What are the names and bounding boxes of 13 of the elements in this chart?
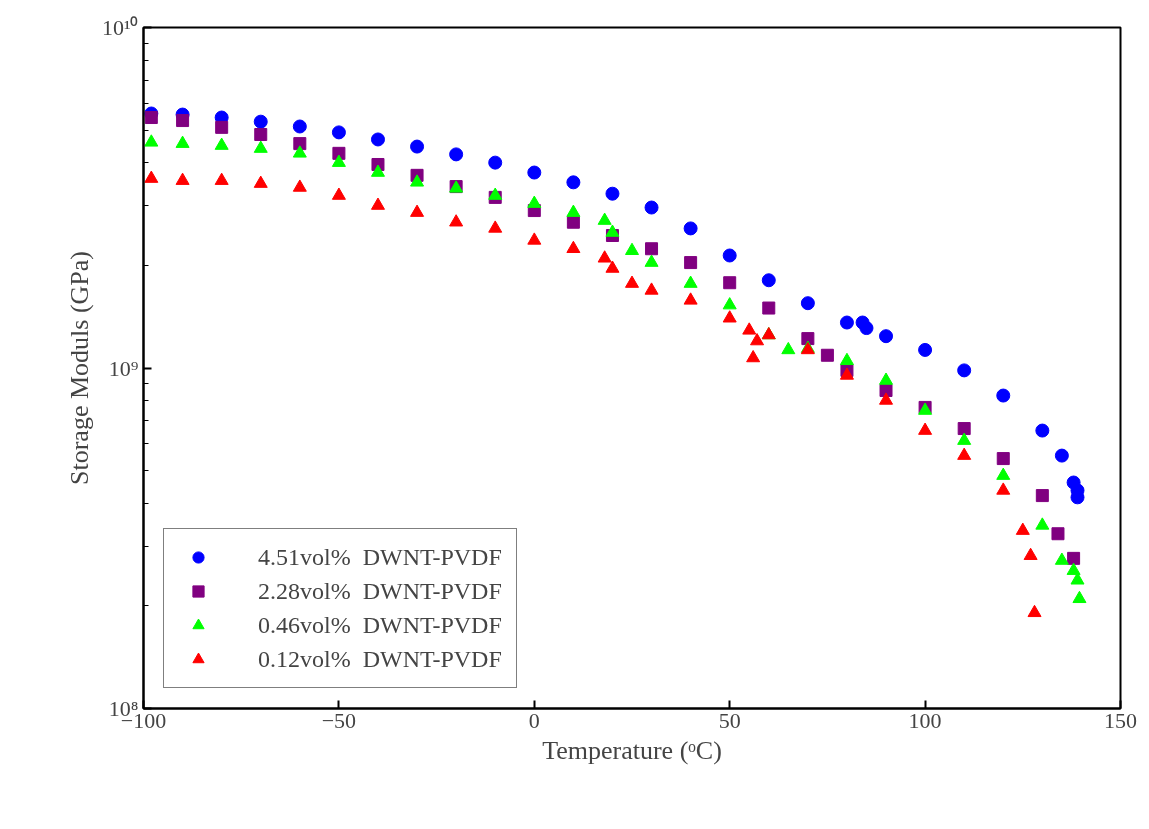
legend-label: 2.28vol% DWNT-PVDF <box>258 577 502 605</box>
x-tick-label: 150 <box>1104 707 1137 733</box>
legend-label: 4.51vol% DWNT-PVDF <box>258 543 502 571</box>
x-axis-title: Temperature (ᵒC) <box>542 735 722 765</box>
x-tick-label: 100 <box>908 707 942 733</box>
x-tick-label: 50 <box>718 707 741 733</box>
x-tick-label: 0 <box>528 707 540 733</box>
legend-label: 0.46vol% DWNT-PVDF <box>258 611 502 639</box>
y-tick-label: 10¹⁰ <box>101 15 139 40</box>
legend-label: 0.12vol% DWNT-PVDF <box>258 645 502 673</box>
y-tick-label: 10⁹ <box>108 355 139 381</box>
x-tick-label: −50 <box>321 707 357 733</box>
y-axis-title: Storage Moduls (GPa) <box>64 251 94 485</box>
